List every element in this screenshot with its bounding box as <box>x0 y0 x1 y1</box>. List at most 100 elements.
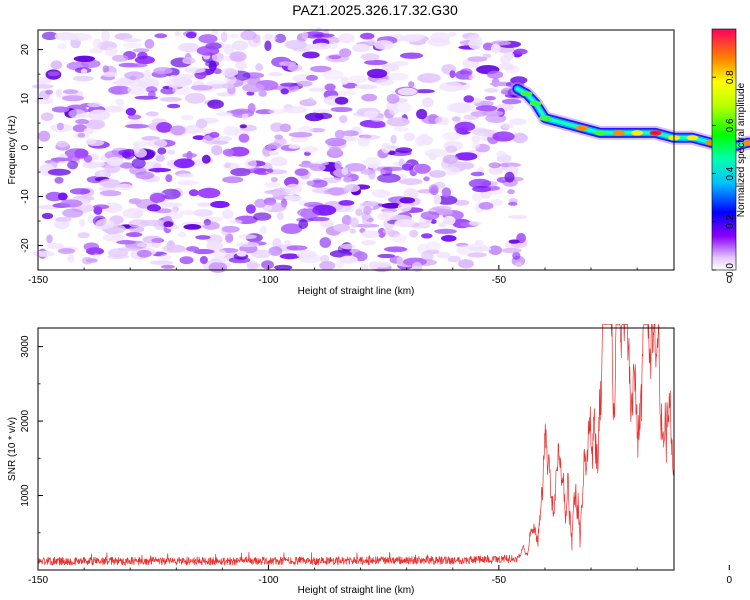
spectrogram-noise-blob <box>185 31 197 39</box>
spectrogram-noise-blob <box>284 195 302 201</box>
x-tick-label: -150 <box>28 275 48 286</box>
spectrogram-noise-blob <box>308 87 329 92</box>
spectrogram-noise-blob <box>137 51 148 60</box>
spectrogram-noise-blob <box>262 34 277 42</box>
spectrogram-noise-blob <box>469 246 492 252</box>
spectrogram-noise-blob <box>416 108 428 120</box>
spectrogram-noise-blob <box>202 221 220 230</box>
spectrogram-noise-blob <box>441 235 457 242</box>
signal-hotspot <box>539 115 551 121</box>
spectrogram-noise-blob <box>441 119 449 126</box>
spectrogram-noise-blob <box>46 234 53 244</box>
spectrogram-noise-blob <box>198 34 218 44</box>
spectrogram-noise-blob <box>105 46 118 57</box>
spectrogram-y-label: Frequency (Hz) <box>7 116 18 185</box>
spectrogram-noise-blob <box>375 261 392 268</box>
spectrogram-noise-blob <box>199 256 208 264</box>
spectrogram-noise-blob <box>436 251 451 259</box>
spectrogram-noise-blob <box>170 125 186 136</box>
spectrogram-noise-blob <box>390 134 397 144</box>
spectrogram-noise-blob <box>102 65 110 73</box>
spectrogram-noise-blob <box>507 189 515 195</box>
spectrogram-noise-blob <box>132 211 143 219</box>
spectrogram-noise-blob <box>184 67 206 74</box>
spectrogram-noise-blob <box>421 233 433 239</box>
spectrogram-noise-blob <box>508 239 520 244</box>
spectrogram-noise-blob <box>341 167 349 176</box>
spectrogram-noise-blob <box>298 253 322 264</box>
spectrogram-noise-blob <box>300 208 320 219</box>
snr-x-label: Height of straight line (km) <box>298 585 415 596</box>
spectrogram-noise-blob <box>361 93 378 102</box>
spectrogram-noise-blob <box>504 64 520 74</box>
spectrogram-noise-blob <box>374 70 385 78</box>
spectrogram-noise-blob <box>360 168 376 175</box>
spectrogram-noise-blob <box>263 205 273 211</box>
spectrogram-noise-blob <box>456 245 473 255</box>
spectrogram-noise-blob <box>213 249 227 259</box>
spectrogram-noise-blob <box>408 81 415 88</box>
spectrogram-noise-blob <box>144 38 155 49</box>
spectrogram-noise-blob <box>72 75 94 82</box>
spectrogram-noise-blob <box>186 246 200 252</box>
spectrogram-noise-blob <box>145 111 159 117</box>
colorbar-gradient <box>711 28 737 271</box>
spectrogram-noise-blob <box>381 202 403 209</box>
spectrogram-noise-blob <box>471 135 481 143</box>
spectrogram-noise-blob <box>279 123 291 133</box>
spectrogram-noise-blob <box>271 190 282 197</box>
x-tick-label: -50 <box>492 575 507 586</box>
spectrogram-noise-blob <box>224 162 231 169</box>
spectrogram-noise-blob <box>334 96 349 105</box>
spectrogram-noise-blob <box>470 171 485 177</box>
colorbar-tick-label: 0.4 <box>725 166 736 180</box>
spectrogram-noise-blob <box>288 132 313 138</box>
spectrogram-noise-blob <box>99 190 122 197</box>
spectrogram-noise-blob <box>328 187 345 196</box>
spectrogram-noise-blob <box>221 67 239 77</box>
snr-plot-area <box>38 328 674 570</box>
spectrogram-noise-blob <box>207 99 224 109</box>
spectrogram-noise-blob <box>221 225 240 233</box>
spectrogram-noise-blob <box>85 258 98 263</box>
spectrogram-noise-blob <box>360 32 375 40</box>
y-tick-label: 0 <box>20 144 31 150</box>
spectrogram-noise-blob <box>348 75 368 83</box>
spectrogram-noise-blob <box>125 63 148 68</box>
spectrogram-noise-blob <box>61 95 85 102</box>
spectrogram-y-axis: -20 -10 0 10 20 <box>20 44 43 271</box>
spectrogram-noise-blob <box>165 174 173 183</box>
spectrogram-noise-blob <box>338 90 356 96</box>
spectrogram-noise-blob <box>132 48 150 53</box>
y-tick-label: -20 <box>20 238 31 253</box>
spectrogram-noise-blob <box>188 189 199 197</box>
spectrogram-noise-blob <box>355 223 380 228</box>
signal-hotspot <box>631 130 644 136</box>
spectrogram-noise-blob <box>172 85 191 95</box>
spectrogram-noise-blob <box>508 201 518 206</box>
chart-title: PAZ1.2025.326.17.32.G30 <box>292 2 458 18</box>
spectrogram-noise-blob <box>468 178 492 189</box>
spectrogram-noise-blob <box>508 198 518 204</box>
spectrogram-noise-blob <box>328 55 342 60</box>
spectrogram-noise-blob <box>115 183 134 191</box>
spectrogram-noise-blob <box>377 173 401 183</box>
spectrogram-noise-blob <box>397 202 412 212</box>
spectrogram-noise-blob <box>177 180 199 186</box>
spectrogram-noise-blob <box>501 123 514 129</box>
spectrogram-noise-blob <box>99 178 121 188</box>
spectrogram-noise-blob <box>501 98 522 105</box>
signal-hotspot-peak <box>652 131 660 135</box>
spectrogram-noise-blob <box>127 114 142 120</box>
spectrogram-noise-blob <box>159 202 183 208</box>
spectrogram-noise-blob <box>333 223 351 232</box>
spectrogram-noise-blob <box>363 110 379 119</box>
spectrogram-noise-blob <box>106 156 124 167</box>
spectrogram-noise-blob <box>67 160 79 170</box>
spectrogram-noise-blob <box>73 55 95 62</box>
spectrogram-noise-blob <box>452 116 461 122</box>
spectrogram-noise-blob <box>211 145 223 156</box>
signal-hotspot <box>594 130 607 136</box>
spectrogram-noise-blob <box>403 132 415 142</box>
spectrogram-noise-blob <box>174 31 181 37</box>
